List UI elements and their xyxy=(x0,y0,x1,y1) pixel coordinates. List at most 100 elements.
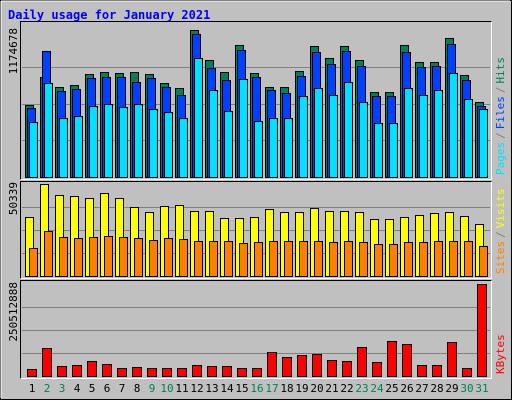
bar xyxy=(207,365,217,378)
bar xyxy=(194,241,203,277)
x-tick-label: 14 xyxy=(220,382,234,395)
bar xyxy=(464,99,473,178)
x-tick-label: 17 xyxy=(265,382,278,395)
x-tick-label: 18 xyxy=(280,382,293,395)
x-tick-label: 23 xyxy=(355,382,368,395)
bar xyxy=(269,118,278,178)
bar xyxy=(344,82,353,178)
bar xyxy=(179,118,188,178)
x-tick-label: 21 xyxy=(325,382,338,395)
bar xyxy=(132,366,142,377)
bar xyxy=(432,364,442,378)
x-tick-label: 12 xyxy=(190,382,203,395)
bar xyxy=(209,241,218,277)
bar xyxy=(164,112,173,178)
bar xyxy=(299,96,308,178)
bar xyxy=(434,241,443,277)
bar xyxy=(134,104,143,178)
bar xyxy=(87,360,97,378)
bar xyxy=(342,360,352,378)
bar xyxy=(329,95,338,178)
bar xyxy=(434,90,443,178)
x-tick-label: 25 xyxy=(385,382,398,395)
x-tick-label: 22 xyxy=(340,382,353,395)
bar xyxy=(419,95,428,178)
x-tick-label: 4 xyxy=(74,382,81,395)
bar xyxy=(282,357,292,377)
y-tick-label: 1174678 xyxy=(7,28,20,74)
x-tick-label: 31 xyxy=(475,382,488,395)
legend-entry: Visits xyxy=(494,189,507,229)
x-tick-label: 16 xyxy=(250,382,263,395)
bar xyxy=(29,248,38,278)
bar xyxy=(164,238,173,277)
bar xyxy=(134,238,143,277)
bar xyxy=(327,359,337,377)
legend-entry: Hits xyxy=(494,57,507,84)
x-tick-label: 15 xyxy=(235,382,248,395)
x-tick-label: 1 xyxy=(29,382,36,395)
x-tick-label: 27 xyxy=(415,382,428,395)
bar xyxy=(44,83,53,178)
bar xyxy=(89,106,98,178)
legend-entry: Pages xyxy=(494,142,507,175)
bar xyxy=(222,365,232,378)
bar xyxy=(389,244,398,278)
legend: Pages / Files / Hits xyxy=(494,57,507,175)
bar xyxy=(389,123,398,178)
bar xyxy=(254,121,263,178)
bar xyxy=(224,111,233,178)
bar xyxy=(72,364,82,378)
bar xyxy=(57,365,67,378)
bar xyxy=(104,104,113,178)
bar xyxy=(74,116,83,178)
panel-shadow xyxy=(20,181,492,279)
bar xyxy=(269,241,278,277)
bar xyxy=(89,237,98,278)
bar xyxy=(239,243,248,277)
bar xyxy=(477,284,487,377)
bar xyxy=(102,363,112,377)
x-tick-label: 29 xyxy=(445,382,458,395)
legend: Sites / Visits xyxy=(494,189,507,275)
bar xyxy=(402,343,412,377)
bar xyxy=(359,102,368,178)
y-tick-label: 50339 xyxy=(7,182,20,215)
legend-separator: / xyxy=(494,231,507,238)
bar xyxy=(119,107,128,178)
x-tick-label: 28 xyxy=(430,382,443,395)
x-tick-label: 9 xyxy=(149,382,156,395)
bar xyxy=(479,246,488,278)
bar xyxy=(117,367,127,378)
bar xyxy=(44,231,53,278)
x-tick-label: 6 xyxy=(104,382,111,395)
bar xyxy=(359,242,368,277)
bar xyxy=(297,355,307,377)
x-tick-label: 19 xyxy=(295,382,308,395)
bar xyxy=(59,237,68,278)
panel-shadow xyxy=(20,280,492,379)
bar xyxy=(404,88,413,178)
y-tick-label: 250512888 xyxy=(7,282,20,342)
bar xyxy=(284,118,293,178)
bar xyxy=(449,73,458,178)
panel xyxy=(20,280,492,379)
bar xyxy=(419,242,428,277)
bar xyxy=(284,241,293,277)
bar xyxy=(149,240,158,277)
bar xyxy=(374,123,383,178)
bar xyxy=(417,364,427,378)
bar xyxy=(179,239,188,278)
bar xyxy=(237,367,247,378)
bar xyxy=(147,367,157,378)
bar xyxy=(104,236,113,277)
bar xyxy=(209,90,218,178)
bar xyxy=(387,340,397,378)
bar xyxy=(267,352,277,377)
legend-entry: Files xyxy=(494,96,507,129)
x-tick-label: 5 xyxy=(89,382,96,395)
bar xyxy=(344,241,353,277)
bar xyxy=(449,241,458,277)
bar xyxy=(299,241,308,277)
